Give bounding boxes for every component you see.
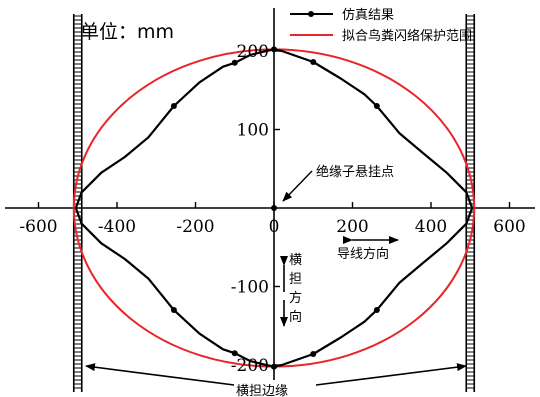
tick-labels: -600 -400 -200 0 200 400 600 -200 -100 100 200 bbox=[19, 42, 525, 376]
simulation-point bbox=[271, 46, 277, 53]
simulation-curve bbox=[74, 48, 474, 368]
crossarm-direction-char-4: 向 bbox=[289, 309, 302, 325]
x-tick-label: 400 bbox=[415, 217, 447, 237]
suspension-point-arrow bbox=[282, 170, 313, 202]
x-tick-label: 600 bbox=[493, 217, 525, 237]
x-tick-label: -200 bbox=[176, 217, 214, 237]
x-tick-label: -400 bbox=[98, 217, 136, 237]
crossarm-edge-label: 横担边缘 bbox=[236, 384, 288, 397]
legend: 仿真结果 拟合鸟粪闪络保护范围 bbox=[290, 8, 472, 44]
simulation-point bbox=[170, 102, 177, 109]
x-tick-label: 200 bbox=[336, 217, 368, 237]
simulation-layer bbox=[74, 46, 474, 370]
suspension-point-label: 绝缘子悬挂点 bbox=[316, 164, 394, 180]
crossarm-direction-char-1: 横 bbox=[289, 253, 302, 268]
legend-label-simulation: 仿真结果 bbox=[342, 8, 394, 23]
simulation-point bbox=[310, 351, 317, 358]
annotations: 绝缘子悬挂点 导线方向 横 担 方 向 横担边缘 bbox=[85, 164, 467, 397]
simulation-point bbox=[373, 102, 380, 109]
simulation-point bbox=[271, 363, 277, 370]
crossarm-direction-char-3: 方 bbox=[289, 290, 302, 306]
y-tick-label: 100 bbox=[237, 121, 269, 141]
crossarm-edge-arrow-right bbox=[315, 363, 467, 386]
simulation-point bbox=[310, 58, 317, 65]
legend-label-fit: 拟合鸟粪闪络保护范围 bbox=[342, 28, 472, 44]
simulation-point bbox=[271, 205, 277, 211]
simulation-point bbox=[170, 307, 177, 314]
y-tick-label: 200 bbox=[237, 42, 269, 62]
simulation-point bbox=[231, 59, 238, 66]
y-tick-label: -200 bbox=[231, 356, 269, 376]
simulation-point bbox=[231, 350, 238, 357]
axes bbox=[5, 8, 535, 380]
unit-label: 单位：mm bbox=[80, 21, 174, 43]
crossarm-direction-char-2: 担 bbox=[289, 272, 302, 287]
crossarm-edge-arrow-left bbox=[85, 363, 235, 386]
conductor-direction-label: 导线方向 bbox=[337, 246, 389, 262]
y-tick-label: -100 bbox=[231, 278, 269, 298]
legend-marker-simulation bbox=[308, 11, 314, 17]
x-tick-label: -600 bbox=[19, 217, 57, 237]
x-tick-label: 0 bbox=[269, 217, 280, 237]
simulation-point bbox=[373, 307, 380, 314]
